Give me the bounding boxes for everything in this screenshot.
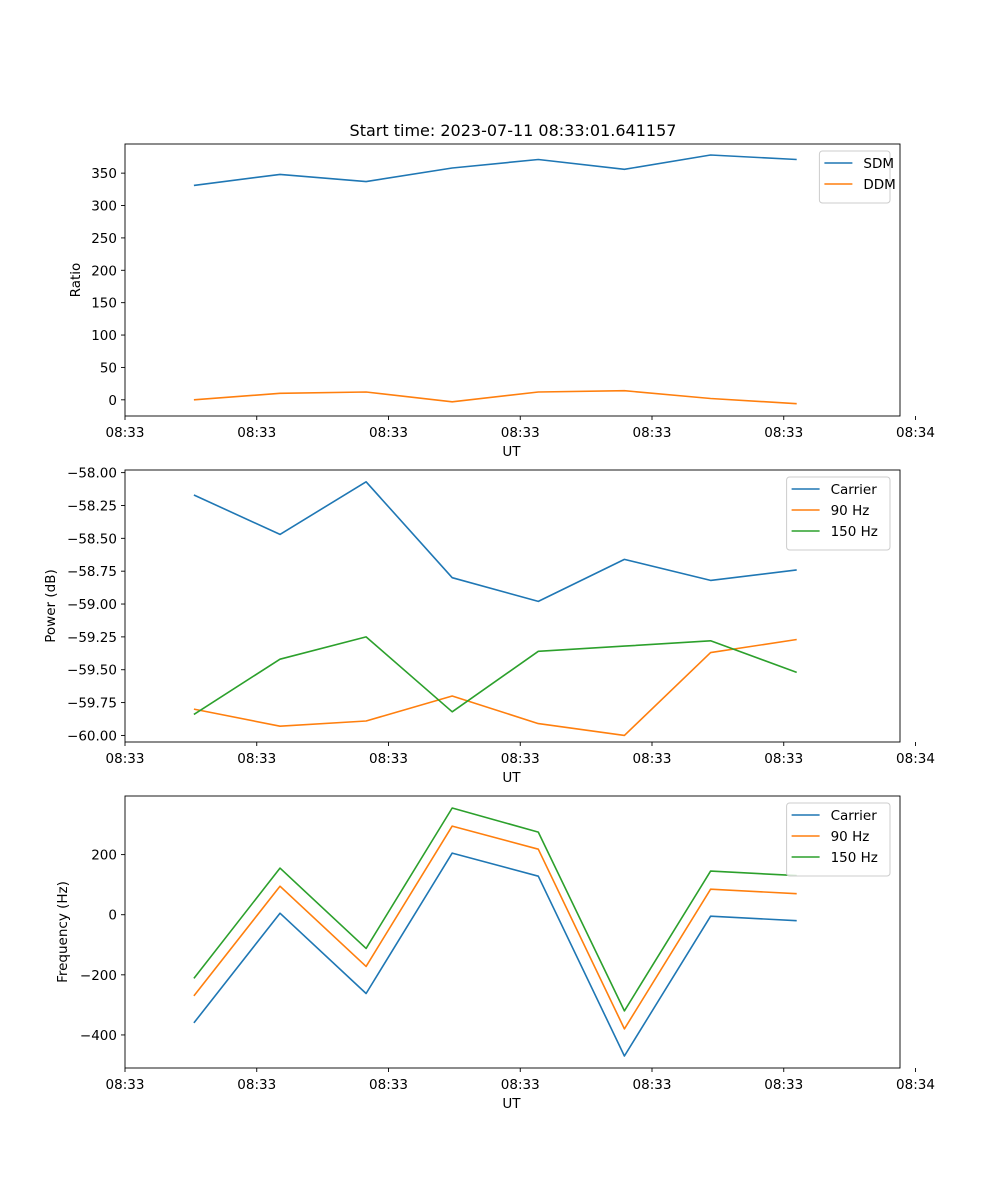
legend: Carrier 90 Hz 150 Hz — [786, 476, 891, 551]
x-tick-label: 08:34 — [896, 1077, 935, 1093]
x-tick-label: 08:33 — [501, 1077, 540, 1093]
y-tick-label: 0 — [108, 908, 117, 924]
x-tick-label: 08:33 — [633, 751, 672, 767]
legend-entry: Carrier — [831, 808, 878, 824]
legend: Carrier 90 Hz 150 Hz — [786, 802, 891, 877]
x-tick-label: 08:33 — [237, 425, 276, 441]
x-axis-label: UT — [502, 770, 521, 786]
x-tick-label: 08:33 — [369, 751, 408, 767]
y-tick-label: −59.00 — [67, 597, 117, 613]
legend-entry: Carrier — [831, 482, 878, 498]
panel-3: 08:33 08:33 08:33 08:33 08:33 08:33 08:34 −400 −… — [55, 795, 935, 1112]
y-tick-label: −59.50 — [67, 663, 117, 679]
y-tick-label: −200 — [80, 968, 117, 984]
y-tick-label: 0 — [108, 393, 117, 409]
y-tick-label: 200 — [91, 263, 117, 279]
x-tick-label: 08:33 — [106, 425, 145, 441]
legend-entry: 150 Hz — [831, 850, 878, 866]
x-tick-label: 08:33 — [764, 425, 803, 441]
series-line-150-hz — [193, 807, 797, 1012]
x-tick-label: 08:33 — [369, 425, 408, 441]
legend-entry: 90 Hz — [831, 503, 870, 519]
y-tick-label: −58.75 — [67, 564, 117, 580]
y-tick-label: 50 — [100, 360, 117, 376]
series-line-carrier — [193, 480, 797, 603]
y-tick-label: 150 — [91, 296, 117, 312]
x-tick-label: 08:33 — [106, 751, 145, 767]
y-tick-label: −60.00 — [67, 728, 117, 744]
panel-2: 08:33 08:33 08:33 08:33 08:33 08:33 08:34 −58.0… — [43, 466, 935, 786]
y-tick-label: 300 — [91, 199, 117, 215]
x-tick-label: 08:34 — [896, 751, 935, 767]
x-tick-label: 08:33 — [633, 425, 672, 441]
x-tick-label: 08:33 — [633, 1077, 672, 1093]
y-tick-label: 200 — [91, 848, 117, 864]
x-tick-label: 08:33 — [237, 751, 276, 767]
x-tick-label: 08:33 — [369, 1077, 408, 1093]
y-tick-label: −58.50 — [67, 531, 117, 547]
y-axis-label: Frequency (Hz) — [55, 881, 71, 983]
series-line-150-hz — [193, 636, 797, 716]
y-tick-label: −58.25 — [67, 498, 117, 514]
y-tick-label: −58.00 — [67, 466, 117, 482]
series-line-sdm — [193, 154, 797, 187]
y-tick-label: 250 — [91, 231, 117, 247]
y-tick-label: −400 — [80, 1028, 117, 1044]
x-tick-label: 08:34 — [896, 425, 935, 441]
axes-frame — [124, 469, 901, 743]
series-line-carrier — [193, 852, 797, 1057]
legend-entry: DDM — [863, 177, 895, 193]
axes-frame — [124, 795, 901, 1069]
panel-1: 08:33 08:33 08:33 08:33 08:33 08:33 08:34 0 50 10… — [68, 143, 935, 460]
y-tick-label: 350 — [91, 166, 117, 182]
y-tick-label: 100 — [91, 328, 117, 344]
legend: SDM DDM — [818, 150, 896, 204]
series-line-ddm — [193, 389, 797, 405]
x-tick-label: 08:33 — [237, 1077, 276, 1093]
series-line-90-hz — [193, 825, 797, 1030]
legend-entry: 150 Hz — [831, 524, 878, 540]
legend-entry: SDM — [863, 156, 894, 172]
series-line-90-hz — [193, 638, 797, 737]
axes-frame — [124, 143, 901, 417]
x-axis-label: UT — [502, 1096, 521, 1112]
x-tick-label: 08:33 — [106, 1077, 145, 1093]
x-axis-label: UT — [502, 444, 521, 460]
y-axis-label: Power (dB) — [43, 569, 59, 642]
x-tick-label: 08:33 — [764, 1077, 803, 1093]
y-tick-label: −59.75 — [67, 696, 117, 712]
legend-entry: 90 Hz — [831, 829, 870, 845]
x-tick-label: 08:33 — [501, 751, 540, 767]
y-tick-label: −59.25 — [67, 630, 117, 646]
chart-title: Start time: 2023-07-11 08:33:01.641157 — [350, 121, 677, 140]
x-tick-label: 08:33 — [764, 751, 803, 767]
x-tick-label: 08:33 — [501, 425, 540, 441]
legend-box — [818, 150, 891, 204]
y-axis-label: Ratio — [68, 263, 84, 298]
